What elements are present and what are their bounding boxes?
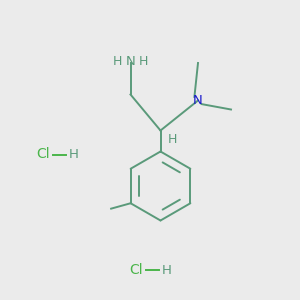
Text: H: H (68, 148, 78, 161)
Text: H: H (168, 133, 177, 146)
Text: Cl: Cl (36, 148, 50, 161)
Text: N: N (193, 94, 203, 107)
Text: Cl: Cl (129, 263, 142, 277)
Text: H: H (161, 263, 171, 277)
Text: H: H (113, 55, 123, 68)
Text: H: H (138, 55, 148, 68)
Text: N: N (126, 55, 135, 68)
